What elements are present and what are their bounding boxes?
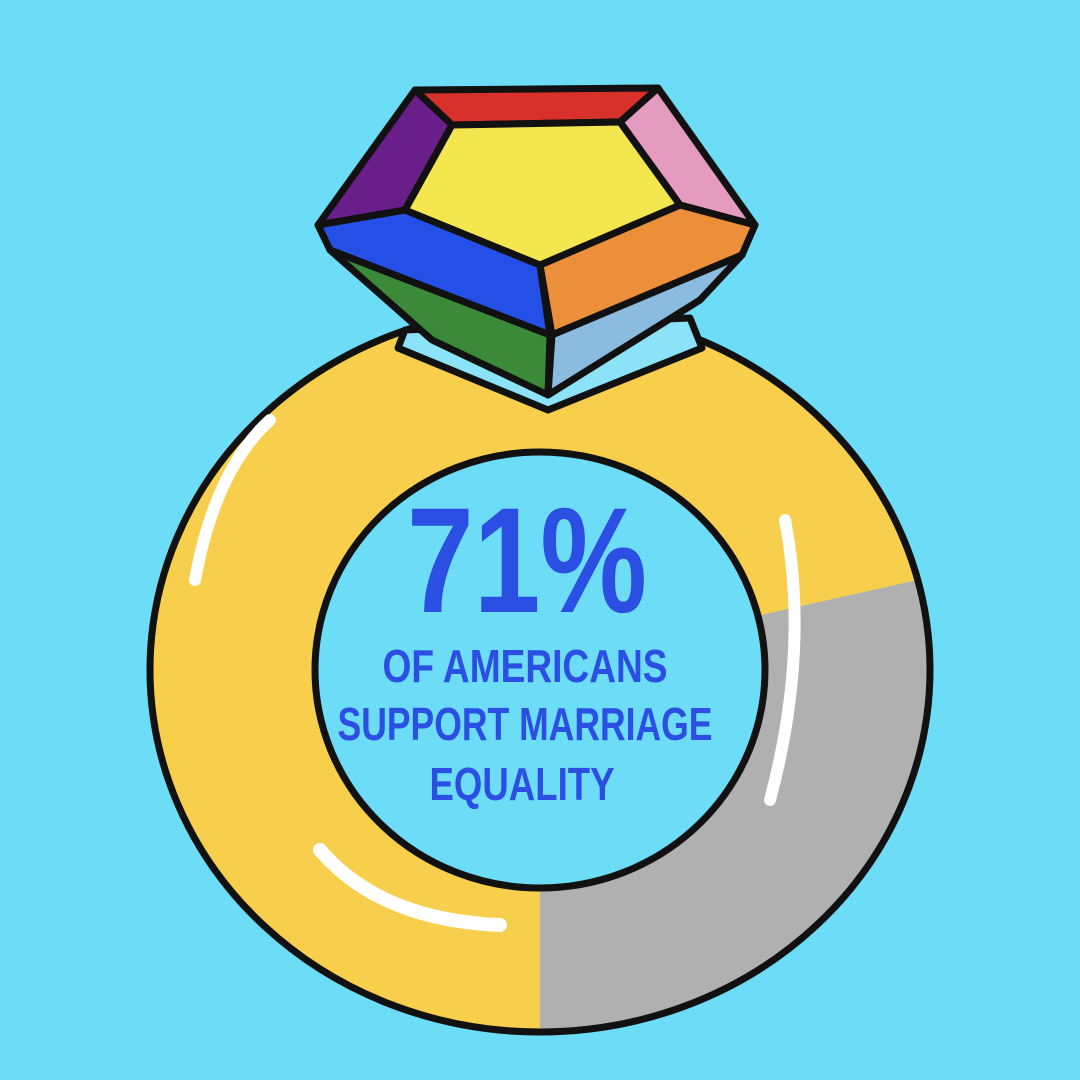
- highlight: [189, 414, 276, 586]
- highlight: [764, 514, 801, 806]
- highlight: [313, 843, 507, 932]
- ring: [146, 304, 934, 1036]
- caption-line: SUPPORT MARRIAGE: [338, 698, 713, 750]
- caption-line: OF AMERICANS: [383, 640, 668, 692]
- gem: [314, 84, 759, 414]
- percent-label: 71%: [407, 476, 647, 644]
- caption-line: EQUALITY: [430, 758, 615, 810]
- gem-facet: [544, 251, 746, 399]
- gem-facet: [401, 118, 684, 269]
- ring-segment: [540, 580, 930, 1032]
- ring-outline: [311, 448, 769, 892]
- ring-segment: [150, 308, 918, 1033]
